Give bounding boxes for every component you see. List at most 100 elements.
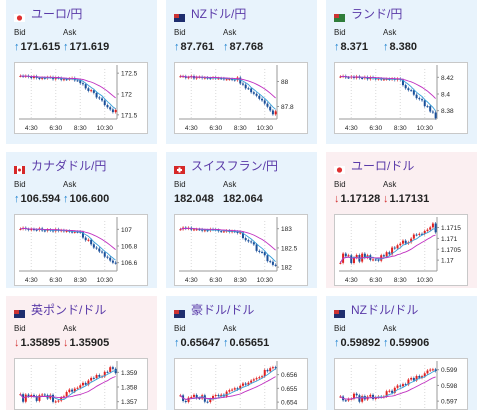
candle-body: [68, 389, 71, 393]
candle-body: [217, 395, 220, 397]
currency-pair-name[interactable]: NZドル/円: [191, 6, 247, 21]
candle-body: [401, 384, 404, 387]
rate-tile-header[interactable]: スイスフラン/円: [174, 156, 278, 174]
ch-jp-flag-icon: [174, 161, 185, 174]
intraday-chart[interactable]: 8.42 8.4 8.38 4:30 6:30 8:30 10:30: [334, 62, 468, 134]
intraday-chart[interactable]: 183 182.5 182 4:30 6:30 8:30 10:30: [174, 214, 308, 286]
candle-body: [396, 245, 399, 249]
candle-body: [195, 229, 198, 231]
candle-body: [179, 76, 182, 78]
rate-tile[interactable]: スイスフラン/円 Bid Ask 182.048 182.064 183 182.5 182 4…: [166, 152, 317, 288]
candle-body: [192, 229, 195, 231]
rate-tile[interactable]: ランド/円 Bid Ask ↑8.371 ↑8.380 8.42 8.4 8.38 4:30 6:…: [326, 0, 477, 144]
x-tick-label: 8:30: [234, 277, 247, 284]
y-tick-label: 1.171: [441, 236, 458, 243]
candle-body: [87, 239, 90, 241]
candle-body: [418, 98, 421, 100]
rate-tile[interactable]: NZドル/円 Bid Ask ↑87.761 ↑87.768 88 87.8 4:30 6:30…: [166, 0, 317, 144]
candle-body: [429, 369, 432, 371]
candle-body: [244, 383, 247, 385]
candle-body: [344, 253, 347, 257]
ma-long-line: [340, 234, 436, 264]
candle-body: [90, 90, 93, 92]
eu-us-flag-icon: [334, 161, 345, 174]
candle-body: [274, 111, 277, 115]
up-arrow-icon: ↑: [383, 41, 389, 53]
ma-short-line: [20, 75, 116, 110]
y-tick-label: 88: [281, 79, 289, 86]
candle-body: [244, 84, 247, 89]
candle-body: [95, 247, 98, 249]
intraday-chart[interactable]: 172.5 172 171.5 4:30 6:30 8:30 10:30: [14, 62, 148, 134]
rate-tile-header[interactable]: 豪ドル/ドル: [174, 300, 254, 318]
currency-pair-name[interactable]: 豪ドル/ドル: [191, 302, 255, 317]
ma-short-line: [180, 227, 276, 263]
rate-tile[interactable]: カナダドル/円 Bid Ask ↑106.594 ↑106.600 107 106.8 106…: [6, 152, 157, 288]
candle-body: [90, 377, 93, 381]
x-tick-label: 4:30: [185, 125, 198, 132]
candle-body: [71, 231, 74, 233]
intraday-chart[interactable]: 0.599 0.598 0.597: [334, 358, 468, 410]
rate-tile-header[interactable]: ランド/円: [334, 4, 402, 22]
candle-body: [266, 255, 269, 262]
candle-body: [41, 77, 44, 79]
candle-body: [263, 252, 266, 256]
currency-pair-name[interactable]: ランド/円: [351, 6, 403, 21]
candle-body: [377, 259, 380, 261]
rate-tile[interactable]: NZドル/ドル Bid Ask ↑0.59892 ↑0.59906 0.599 0.598 0…: [326, 296, 477, 410]
candle-body: [101, 251, 104, 253]
up-arrow-icon: ↑: [14, 41, 20, 53]
candle-body: [247, 88, 250, 90]
bid-value-group: ↓1.17128: [334, 193, 380, 205]
ask-label: Ask: [383, 324, 397, 333]
candle-body: [258, 377, 261, 379]
currency-pair-name[interactable]: NZドル/ドル: [351, 302, 419, 317]
candle-body: [195, 77, 198, 79]
candle-body: [101, 98, 104, 101]
rate-tile[interactable]: 豪ドル/ドル Bid Ask ↑0.65647 ↑0.65651 0.656 0.655 0.…: [166, 296, 317, 410]
intraday-chart[interactable]: 88 87.8 4:30 6:30 8:30 10:30: [174, 62, 308, 134]
currency-pair-name[interactable]: ユーロ/円: [31, 6, 83, 21]
currency-pair-name[interactable]: ユーロ/ドル: [351, 158, 415, 173]
x-tick-label: 10:30: [257, 277, 274, 284]
x-tick-label: 6:30: [49, 125, 62, 132]
bid-label: Bid: [334, 28, 346, 37]
intraday-chart[interactable]: 0.656 0.655 0.654: [174, 358, 308, 410]
rate-tile-header[interactable]: 英ポンド/ドル: [14, 300, 106, 318]
ask-label: Ask: [383, 28, 397, 37]
intraday-chart[interactable]: 1.1715 1.171 1.1705 1.17 4:30 6:30 8:30 10:30: [334, 214, 468, 286]
ma-long-line: [340, 376, 436, 400]
candle-body: [87, 380, 90, 385]
candle-body: [263, 100, 266, 104]
intraday-chart[interactable]: 107 106.8 106.6 4:30 6:30 8:30 10:30: [14, 214, 148, 286]
candle-body: [231, 79, 234, 81]
ask-value-group: ↓1.17131: [383, 193, 429, 205]
candle-body: [187, 77, 190, 79]
candle-body: [241, 383, 244, 386]
y-tick-label: 182.5: [281, 245, 298, 252]
ask-label: Ask: [223, 324, 237, 333]
candle-body: [404, 384, 407, 386]
currency-pair-name[interactable]: スイスフラン/円: [191, 158, 278, 173]
ask-price: 106.600: [69, 193, 110, 205]
currency-pair-name[interactable]: カナダドル/円: [31, 158, 107, 173]
candle-body: [239, 77, 242, 84]
rate-tile-header[interactable]: ユーロ/ドル: [334, 156, 414, 174]
y-tick-label: 1.17: [441, 258, 454, 265]
currency-pair-name[interactable]: 英ポンド/ドル: [31, 302, 107, 317]
candle-body: [198, 229, 201, 231]
ask-price: 182.064: [223, 193, 263, 205]
chart-svg: 0.656 0.655 0.654: [179, 361, 298, 409]
rate-tile-header[interactable]: NZドル/円: [174, 4, 246, 22]
rate-tile-header[interactable]: NZドル/ドル: [334, 300, 418, 318]
rate-tile[interactable]: ユーロ/円 Bid Ask ↑171.615 ↑171.619 172.5 172 171.5…: [6, 0, 157, 144]
x-tick-label: 6:30: [369, 277, 382, 284]
intraday-chart[interactable]: 1.359 1.358 1.357: [14, 358, 148, 410]
bid-label: Bid: [14, 324, 26, 333]
rate-tile[interactable]: ユーロ/ドル Bid Ask ↓1.17128 ↓1.17131 1.1715 1.171 1…: [326, 152, 477, 288]
ma-short-line: [20, 227, 116, 261]
rate-tile[interactable]: 英ポンド/ドル Bid Ask ↓1.35895 ↓1.35905 1.359 1.358 1…: [6, 296, 157, 410]
rate-tile-header[interactable]: カナダドル/円: [14, 156, 106, 174]
rate-tile-header[interactable]: ユーロ/円: [14, 4, 82, 22]
ca-jp-flag-icon: [14, 161, 25, 174]
